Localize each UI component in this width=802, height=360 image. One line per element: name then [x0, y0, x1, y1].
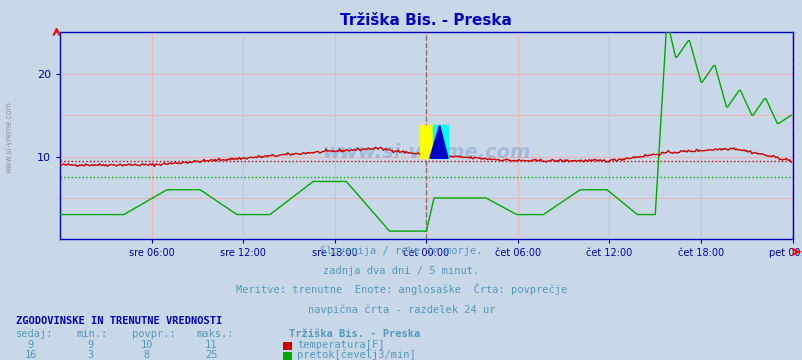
- Text: 11: 11: [205, 341, 217, 351]
- Bar: [419, 125, 432, 158]
- Bar: [432, 125, 448, 158]
- Text: 9: 9: [87, 341, 94, 351]
- Text: 9: 9: [27, 341, 34, 351]
- Title: Tržiška Bis. - Preska: Tržiška Bis. - Preska: [340, 13, 512, 28]
- Polygon shape: [429, 125, 448, 158]
- Text: Slovenija / reke in morje.: Slovenija / reke in morje.: [320, 246, 482, 256]
- Text: 10: 10: [140, 341, 153, 351]
- Text: www.si-vreme.com: www.si-vreme.com: [5, 101, 14, 173]
- Text: maks.:: maks.:: [196, 329, 234, 339]
- Text: www.si-vreme.com: www.si-vreme.com: [322, 143, 530, 162]
- Text: ZGODOVINSKE IN TRENUTNE VREDNOSTI: ZGODOVINSKE IN TRENUTNE VREDNOSTI: [16, 316, 222, 326]
- Text: temperatura[F]: temperatura[F]: [297, 341, 384, 351]
- Text: 8: 8: [144, 350, 150, 360]
- Text: 25: 25: [205, 350, 217, 360]
- Text: pretok[čevelj3/min]: pretok[čevelj3/min]: [297, 350, 415, 360]
- Text: navpična črta - razdelek 24 ur: navpična črta - razdelek 24 ur: [307, 305, 495, 315]
- Text: 3: 3: [87, 350, 94, 360]
- Text: povpr.:: povpr.:: [132, 329, 176, 339]
- Text: sedaj:: sedaj:: [16, 329, 54, 339]
- Text: Meritve: trenutne  Enote: anglosaške  Črta: povprečje: Meritve: trenutne Enote: anglosaške Črta…: [236, 283, 566, 296]
- Text: Tržiška Bis. - Preska: Tržiška Bis. - Preska: [289, 329, 419, 339]
- Text: zadnja dva dni / 5 minut.: zadnja dva dni / 5 minut.: [323, 266, 479, 276]
- Text: 16: 16: [24, 350, 37, 360]
- Text: min.:: min.:: [76, 329, 107, 339]
